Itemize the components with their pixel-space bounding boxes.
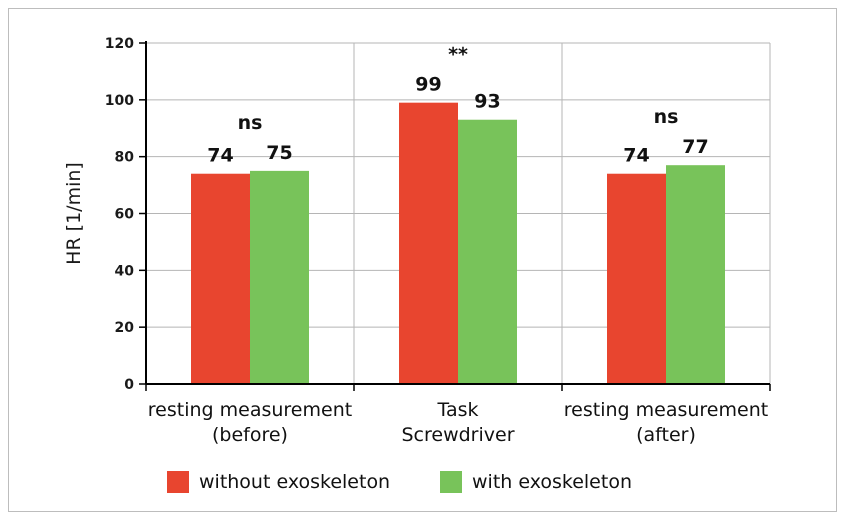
significance-label: ns [654, 106, 679, 128]
x-category-label: (after) [636, 424, 696, 446]
y-axis-label: HR [1/min] [63, 162, 85, 265]
y-tick-label: 40 [115, 263, 135, 279]
x-category-label: Screwdriver [401, 424, 514, 446]
bar [399, 102, 458, 385]
bar [250, 170, 309, 384]
legend-swatch [440, 471, 462, 493]
y-tick-label: 0 [124, 377, 134, 393]
bar [607, 173, 666, 384]
significance-label: ** [448, 44, 468, 66]
y-tick-label: 80 [115, 150, 135, 166]
y-tick-label: 120 [105, 36, 134, 52]
bar-value-label: 74 [207, 145, 233, 167]
bar [666, 165, 725, 384]
bar [191, 173, 250, 384]
chart-frame [8, 8, 837, 512]
x-category-label: Task [436, 399, 478, 421]
legend-swatch [167, 471, 189, 493]
y-tick-label: 100 [105, 93, 134, 109]
y-tick-label: 20 [115, 320, 135, 336]
bar-value-label: 75 [266, 142, 292, 164]
bar [458, 119, 517, 384]
bar-value-label: 77 [682, 136, 708, 158]
bar-value-label: 99 [415, 74, 441, 96]
bar-value-label: 93 [474, 91, 500, 113]
x-category-label: resting measurement [564, 399, 768, 421]
x-category-label: (before) [212, 424, 288, 446]
y-tick-label: 60 [115, 207, 135, 223]
significance-label: ns [238, 112, 263, 134]
legend-label: without exoskeleton [199, 471, 390, 493]
x-category-label: resting measurement [148, 399, 352, 421]
legend-label: with exoskeleton [472, 471, 632, 493]
bar-value-label: 74 [623, 145, 649, 167]
